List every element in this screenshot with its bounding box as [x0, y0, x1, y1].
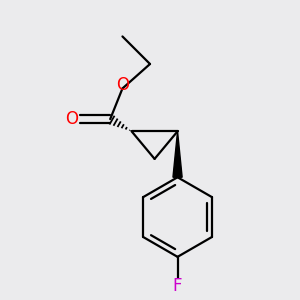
Text: O: O: [116, 76, 129, 94]
Text: F: F: [173, 277, 182, 295]
Text: O: O: [65, 110, 78, 128]
Polygon shape: [173, 131, 182, 177]
